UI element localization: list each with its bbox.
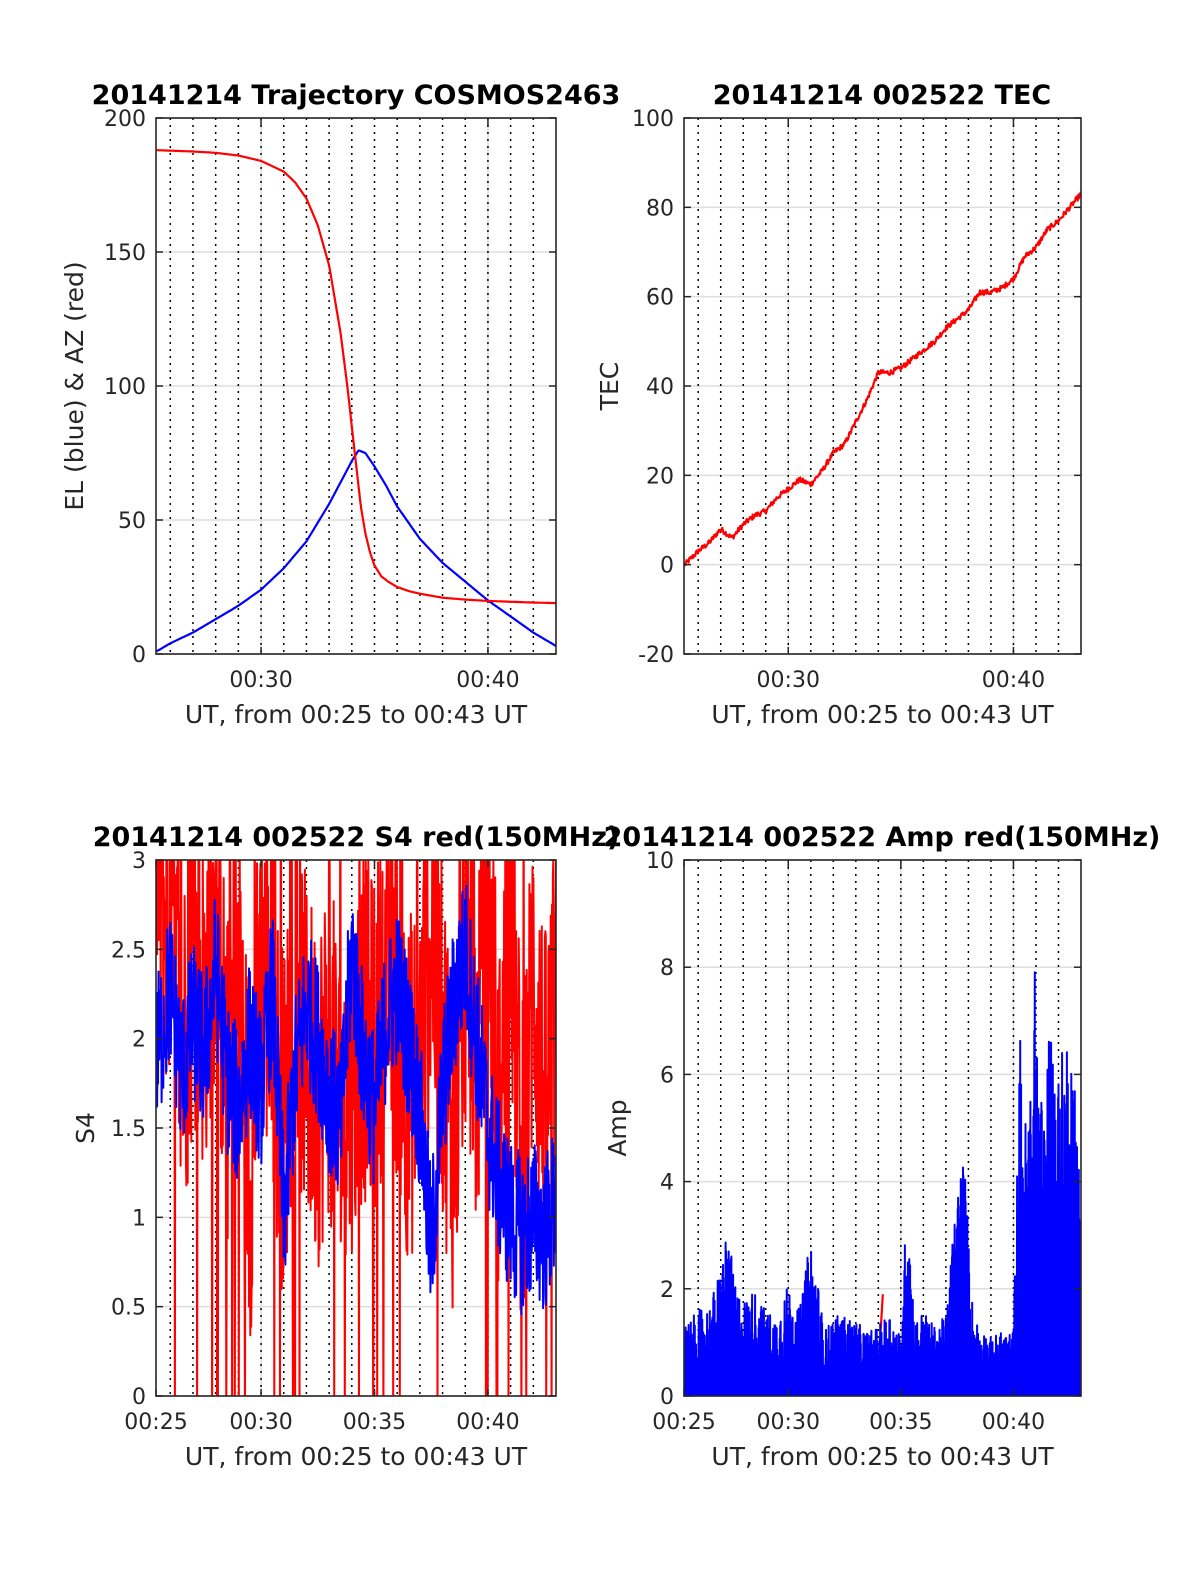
x-tick-label: 00:40	[456, 668, 519, 693]
x-axis-label: UT, from 00:25 to 00:43 UT	[185, 1442, 528, 1471]
x-axis-label: UT, from 00:25 to 00:43 UT	[711, 700, 1054, 729]
y-tick-label: 1.5	[111, 1117, 146, 1142]
chart-title: 20141214 002522 S4 red(150MHz)	[93, 822, 620, 853]
y-tick-label: 50	[118, 509, 146, 534]
x-tick-label: 00:40	[456, 1410, 519, 1435]
y-axis-label: EL (blue) & AZ (red)	[60, 261, 89, 510]
y-axis-label: TEC	[595, 362, 624, 412]
x-tick-label: 00:35	[343, 1410, 406, 1435]
x-tick-label: 00:25	[652, 1410, 715, 1435]
y-tick-label: 80	[646, 196, 674, 221]
y-tick-label: 0.5	[111, 1296, 146, 1321]
tec-panel: -20 0 20 40 60 80 100 00:30 00:40 20141214 002522…	[595, 80, 1082, 729]
series-line-blue	[156, 884, 556, 1316]
x-tick-label: 00:25	[124, 1410, 187, 1435]
y-tick-label: 0	[660, 554, 674, 579]
chart-title: 20141214 Trajectory COSMOS2463	[92, 80, 621, 111]
series-line-red	[684, 191, 1081, 567]
y-tick-label: 4	[660, 1171, 674, 1196]
x-tick-label: 00:30	[229, 1410, 292, 1435]
series-line-blue	[684, 971, 1081, 1396]
amp-panel: 0 2 4 6 8 10 00:25 00:30 00:35 00:40 20141214 0025…	[603, 822, 1160, 1471]
trajectory-panel: 0 50 100 150 200 00:30 00:40 20141214 Trajector…	[60, 80, 620, 729]
x-tick-label: 00:30	[757, 1410, 820, 1435]
y-axis-label: S4	[71, 1112, 100, 1144]
x-tick-label: 00:40	[982, 1410, 1045, 1435]
x-axis-label: UT, from 00:25 to 00:43 UT	[185, 700, 528, 729]
x-tick-label: 00:35	[869, 1410, 932, 1435]
y-tick-label: 100	[104, 375, 146, 400]
y-tick-label: 20	[646, 464, 674, 489]
y-tick-label: 10	[646, 849, 674, 874]
y-axis-label: Amp	[603, 1099, 632, 1156]
y-tick-label: 2.5	[111, 938, 146, 963]
y-tick-label: 2	[660, 1278, 674, 1303]
y-tick-label: 3	[132, 849, 146, 874]
y-tick-label: 1	[132, 1206, 146, 1231]
y-tick-label: 0	[132, 1385, 146, 1410]
y-tick-label: 0	[132, 643, 146, 668]
y-tick-label: 200	[104, 107, 146, 132]
chart-title: 20141214 002522 TEC	[713, 80, 1052, 111]
y-tick-label: 150	[104, 241, 146, 266]
chart-title: 20141214 002522 Amp red(150MHz)	[604, 822, 1161, 853]
y-tick-label: 100	[632, 107, 674, 132]
y-tick-label: 0	[660, 1385, 674, 1410]
y-tick-label: 2	[132, 1028, 146, 1053]
y-tick-label: -20	[638, 643, 674, 668]
s4-panel: 0 0.5 1 1.5 2 2.5 3 00:25 00:30 00:35 00:40 2014121…	[71, 822, 620, 1471]
y-tick-label: 8	[660, 956, 674, 981]
x-tick-label: 00:40	[982, 668, 1045, 693]
x-tick-label: 00:30	[757, 668, 820, 693]
axes-box	[683, 859, 1082, 1397]
x-tick-label: 00:30	[229, 668, 292, 693]
x-axis-label: UT, from 00:25 to 00:43 UT	[711, 1442, 1054, 1471]
y-tick-label: 60	[646, 286, 674, 311]
y-tick-label: 6	[660, 1063, 674, 1088]
series-line-red	[156, 149, 556, 605]
y-tick-label: 40	[646, 375, 674, 400]
